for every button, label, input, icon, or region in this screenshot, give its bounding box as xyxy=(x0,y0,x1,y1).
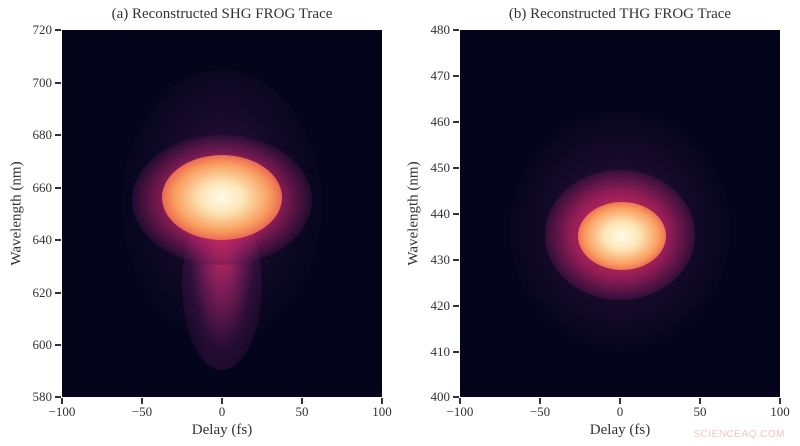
ytick-label: 660 xyxy=(32,180,53,195)
y-axis-label-a: Wavelength (nm) xyxy=(8,161,25,266)
ytick-mark xyxy=(453,396,459,398)
xtick-mark xyxy=(459,398,461,404)
ytick-mark xyxy=(55,29,61,31)
ytick-label: 580 xyxy=(32,389,53,404)
ytick-label: 420 xyxy=(430,298,451,313)
ytick-label: 720 xyxy=(32,22,53,37)
ytick-mark xyxy=(55,396,61,398)
ytick-mark xyxy=(55,292,61,294)
xtick-mark xyxy=(539,398,541,404)
ytick-label: 470 xyxy=(430,68,451,83)
ytick-mark xyxy=(453,213,459,215)
ytick-mark xyxy=(453,29,459,31)
xtick-label: −100 xyxy=(446,404,474,419)
ytick-mark xyxy=(453,75,459,77)
x-axis-label-a: Delay (fs) xyxy=(191,422,253,438)
xtick-mark xyxy=(301,398,303,404)
ytick-mark xyxy=(55,134,61,136)
xtick-label: 0 xyxy=(616,404,624,419)
ytick-label: 680 xyxy=(32,127,53,142)
ytick-label: 640 xyxy=(32,232,53,247)
xtick-mark xyxy=(619,398,621,404)
xtick-label: 50 xyxy=(693,404,707,419)
xtick-mark xyxy=(699,398,701,404)
ytick-mark xyxy=(55,82,61,84)
ytick-label: 620 xyxy=(32,285,53,300)
xtick-mark xyxy=(381,398,383,404)
ytick-mark xyxy=(453,305,459,307)
ytick-label: 440 xyxy=(430,206,451,221)
ytick-label: 410 xyxy=(430,344,451,359)
ytick-label: 450 xyxy=(430,160,451,175)
ytick-label: 430 xyxy=(430,252,451,267)
xtick-mark xyxy=(141,398,143,404)
xtick-label: 0 xyxy=(218,404,226,419)
core-a xyxy=(162,155,282,240)
panel-a: (a) Reconstructed SHG FROG Trace 720 700… xyxy=(8,6,392,438)
ytick-mark xyxy=(453,259,459,261)
panel-b: (b) Reconstructed THG FROG Trace 480 470… xyxy=(400,0,800,446)
ytick-mark xyxy=(453,351,459,353)
xtick-label: 50 xyxy=(295,404,309,419)
ytick-label: 480 xyxy=(430,22,451,37)
xtick-label: −50 xyxy=(529,404,551,419)
core-b xyxy=(578,202,666,270)
xtick-mark xyxy=(779,398,781,404)
heatmap-a xyxy=(62,30,382,397)
xtick-mark xyxy=(221,398,223,404)
watermark: SCIENCEAQ.COM xyxy=(693,429,785,440)
xtick-mark xyxy=(61,398,63,404)
chart-title-a: (a) Reconstructed SHG FROG Trace xyxy=(111,6,333,22)
ytick-mark xyxy=(453,121,459,123)
xtick-label: −50 xyxy=(131,404,153,419)
ytick-mark xyxy=(55,239,61,241)
ytick-label: 600 xyxy=(32,337,53,352)
ytick-label: 460 xyxy=(430,114,451,129)
xtick-label: 100 xyxy=(770,404,790,419)
ytick-label: 700 xyxy=(32,75,53,90)
ytick-mark xyxy=(453,167,459,169)
y-axis-label-b: Wavelength (nm) xyxy=(405,161,422,266)
chart-title-b: (b) Reconstructed THG FROG Trace xyxy=(508,6,732,22)
xtick-label: −100 xyxy=(48,404,76,419)
x-axis-label-b: Delay (fs) xyxy=(589,422,651,438)
ytick-mark xyxy=(55,187,61,189)
ytick-mark xyxy=(55,344,61,346)
ytick-label: 400 xyxy=(430,389,451,404)
heatmap-b xyxy=(460,30,780,397)
xtick-label: 100 xyxy=(372,404,392,419)
